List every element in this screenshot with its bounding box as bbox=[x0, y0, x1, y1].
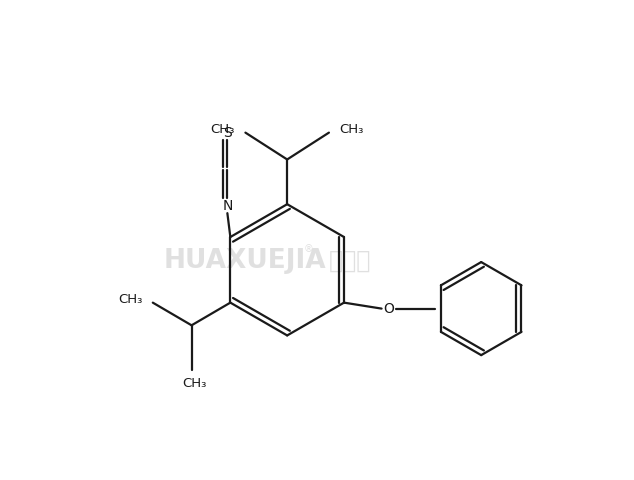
Text: ®: ® bbox=[303, 244, 313, 254]
Text: 化学加: 化学加 bbox=[328, 249, 371, 273]
Text: S: S bbox=[223, 126, 232, 140]
Text: N: N bbox=[222, 199, 233, 213]
Text: CH₃: CH₃ bbox=[183, 377, 207, 390]
Text: HUAXUEJIA: HUAXUEJIA bbox=[164, 248, 327, 274]
Text: CH₃: CH₃ bbox=[339, 123, 364, 136]
Text: CH₃: CH₃ bbox=[118, 293, 142, 306]
Text: O: O bbox=[384, 301, 394, 316]
Text: CH₃: CH₃ bbox=[210, 123, 235, 136]
